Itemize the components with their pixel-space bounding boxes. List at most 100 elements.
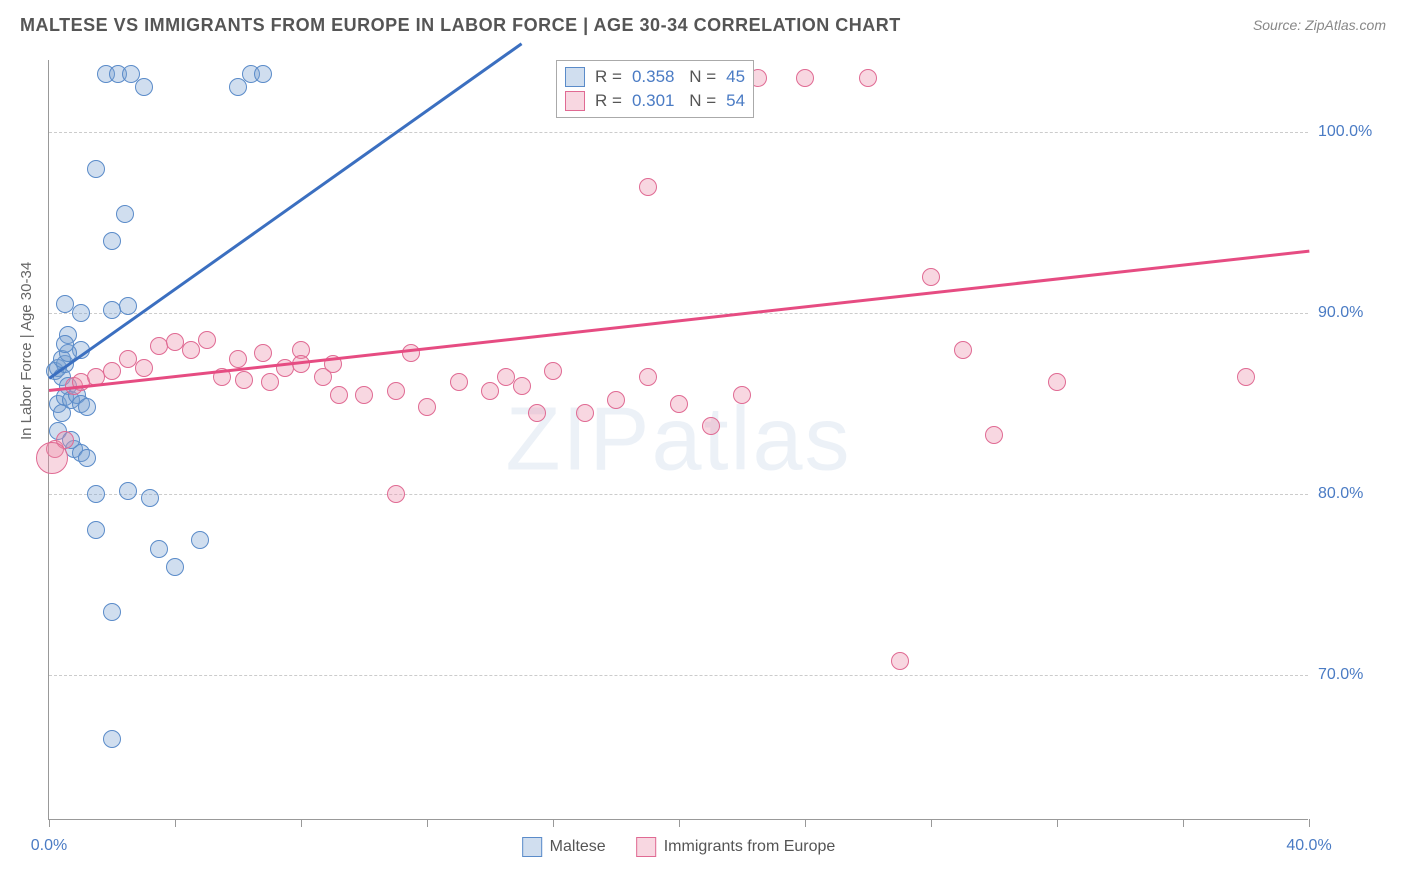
stat-r-value: 0.358 <box>632 67 675 87</box>
data-point <box>103 603 121 621</box>
gridline <box>49 132 1308 133</box>
data-point <box>56 335 74 353</box>
data-point <box>639 368 657 386</box>
legend-swatch <box>565 67 585 87</box>
data-point <box>891 652 909 670</box>
data-point <box>72 304 90 322</box>
gridline <box>49 675 1308 676</box>
gridline <box>49 494 1308 495</box>
data-point <box>254 65 272 83</box>
data-point <box>36 442 68 474</box>
data-point <box>150 540 168 558</box>
xtick <box>553 819 554 827</box>
stats-row: R = 0.358 N = 45 <box>565 65 745 89</box>
gridline <box>49 313 1308 314</box>
data-point <box>78 449 96 467</box>
data-point <box>229 350 247 368</box>
xtick <box>931 819 932 827</box>
data-point <box>78 398 96 416</box>
data-point <box>576 404 594 422</box>
xtick-label: 40.0% <box>1286 837 1331 855</box>
stats-row: R = 0.301 N = 54 <box>565 89 745 113</box>
legend-label: Immigrants from Europe <box>664 838 836 856</box>
data-point <box>119 297 137 315</box>
data-point <box>418 398 436 416</box>
source-label: Source: ZipAtlas.com <box>1253 17 1386 33</box>
data-point <box>387 382 405 400</box>
data-point <box>191 531 209 549</box>
data-point <box>1048 373 1066 391</box>
legend-swatch <box>522 837 542 857</box>
xtick <box>301 819 302 827</box>
xtick <box>1057 819 1058 827</box>
stats-legend: R = 0.358 N = 45 R = 0.301 N = 54 <box>556 60 754 118</box>
stat-label: N = <box>684 67 716 87</box>
stat-n-value: 54 <box>726 91 745 111</box>
ytick-label: 100.0% <box>1318 123 1388 141</box>
stat-label: R = <box>595 91 622 111</box>
data-point <box>670 395 688 413</box>
data-point <box>56 295 74 313</box>
data-point <box>544 362 562 380</box>
data-point <box>87 521 105 539</box>
y-axis-label: In Labor Force | Age 30-34 <box>18 262 35 440</box>
data-point <box>119 482 137 500</box>
data-point <box>954 341 972 359</box>
data-point <box>235 371 253 389</box>
data-point <box>116 205 134 223</box>
data-point <box>796 69 814 87</box>
legend-item: Maltese <box>522 837 606 857</box>
data-point <box>103 362 121 380</box>
data-point <box>141 489 159 507</box>
data-point <box>402 344 420 362</box>
xtick <box>175 819 176 827</box>
xtick <box>427 819 428 827</box>
ytick-label: 80.0% <box>1318 485 1388 503</box>
ytick-label: 90.0% <box>1318 304 1388 322</box>
data-point <box>166 558 184 576</box>
data-point <box>450 373 468 391</box>
data-point <box>87 160 105 178</box>
ytick-label: 70.0% <box>1318 666 1388 684</box>
data-point <box>103 232 121 250</box>
data-point <box>135 359 153 377</box>
stat-label: N = <box>684 91 716 111</box>
data-point <box>481 382 499 400</box>
data-point <box>702 417 720 435</box>
trend-line <box>49 250 1309 392</box>
data-point <box>985 426 1003 444</box>
data-point <box>1237 368 1255 386</box>
data-point <box>513 377 531 395</box>
data-point <box>261 373 279 391</box>
data-point <box>87 485 105 503</box>
stat-label: R = <box>595 67 622 87</box>
data-point <box>639 178 657 196</box>
data-point <box>135 78 153 96</box>
xtick <box>49 819 50 827</box>
bottom-legend: Maltese Immigrants from Europe <box>522 837 836 857</box>
xtick-label: 0.0% <box>31 837 67 855</box>
xtick <box>679 819 680 827</box>
plot-area: ZIPatlas 70.0%80.0%90.0%100.0%0.0%40.0% … <box>48 60 1308 820</box>
stat-n-value: 45 <box>726 67 745 87</box>
chart-title: MALTESE VS IMMIGRANTS FROM EUROPE IN LAB… <box>20 15 901 36</box>
xtick <box>1309 819 1310 827</box>
data-point <box>607 391 625 409</box>
legend-swatch <box>636 837 656 857</box>
data-point <box>733 386 751 404</box>
xtick <box>805 819 806 827</box>
data-point <box>254 344 272 362</box>
data-point <box>330 386 348 404</box>
legend-label: Maltese <box>550 838 606 856</box>
data-point <box>387 485 405 503</box>
legend-item: Immigrants from Europe <box>636 837 836 857</box>
data-point <box>922 268 940 286</box>
xtick <box>1183 819 1184 827</box>
data-point <box>528 404 546 422</box>
legend-swatch <box>565 91 585 111</box>
data-point <box>859 69 877 87</box>
data-point <box>103 730 121 748</box>
data-point <box>198 331 216 349</box>
title-bar: MALTESE VS IMMIGRANTS FROM EUROPE IN LAB… <box>0 0 1406 50</box>
data-point <box>355 386 373 404</box>
